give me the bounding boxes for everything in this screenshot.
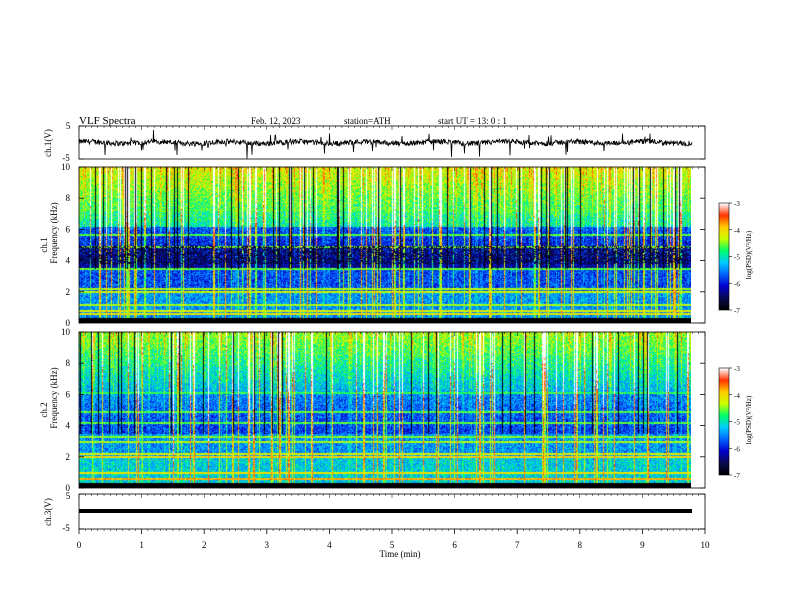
colorbar-tick-label: -5	[734, 254, 740, 262]
x-tick-label: 10	[701, 540, 711, 550]
ch1-colorbar-ticks: -3 -4 -5 -6 -7	[729, 200, 740, 315]
ch3-ytick-top: 5	[66, 491, 71, 501]
x-tick-label: 3	[265, 540, 270, 550]
freq-tick-label: 8	[66, 193, 71, 203]
colorbar-tick-label: -3	[734, 365, 740, 373]
x-tick-label: 0	[77, 540, 82, 550]
ch3-waveform-panel: 5 -5 ch.3(V)	[43, 491, 706, 533]
x-tick-label: 2	[202, 540, 207, 550]
freq-tick-label: 0	[66, 483, 71, 493]
ch2-colorbar-image	[719, 368, 729, 475]
ch1-ytick-top: 5	[66, 121, 71, 131]
ch1-colorbar-image	[719, 203, 729, 310]
ch3-waveform-ticks	[79, 493, 705, 530]
x-tick-label: 8	[578, 540, 583, 550]
x-tick-label: 1	[139, 540, 144, 550]
colorbar-tick-label: -5	[734, 419, 740, 427]
x-tick-label: 9	[640, 540, 645, 550]
freq-tick-label: 6	[66, 224, 71, 234]
x-tick-label: 5	[390, 540, 395, 550]
ch2-spectrogram-image	[79, 332, 691, 488]
figure-title: VLF Spectra	[79, 115, 136, 127]
ch1-spectrogram-ylabel-frequency: Frequency (kHz)	[49, 202, 59, 263]
ch2-colorbar-ticks: -3 -4 -5 -6 -7	[729, 365, 740, 480]
time-axis: 0 1 2 3 4 5 6 7 8 9 10	[77, 126, 710, 550]
x-tick-label: 4	[327, 540, 332, 550]
freq-tick-label: 10	[61, 327, 71, 337]
ch2-spectrogram-yticks: 0 2 4 6 8 10	[61, 327, 705, 493]
colorbar-tick-label: -4	[734, 227, 740, 235]
x-tick-label: 6	[452, 540, 457, 550]
date-label: Feb. 12, 2023	[251, 116, 301, 126]
ch2-spectrogram-ylabel-frequency: Frequency (kHz)	[49, 367, 59, 428]
ch1-waveform-ylabel: ch.1(V)	[43, 129, 53, 157]
x-tick-label: 7	[515, 540, 520, 550]
colorbar-tick-label: -3	[734, 200, 740, 208]
colorbar-tick-label: -6	[734, 280, 740, 288]
freq-tick-label: 2	[66, 452, 71, 462]
colorbar-tick-label: -4	[734, 392, 740, 400]
freq-tick-label: 4	[66, 256, 71, 266]
ch1-waveform-ticks	[79, 125, 705, 160]
ch1-spectrogram-image	[79, 167, 691, 323]
start-time-label: start UT = 13: 0 : 1	[438, 116, 507, 126]
ch3-waveform-ylabel: ch.3(V)	[43, 498, 53, 526]
time-axis-label: Time (min)	[380, 549, 421, 559]
freq-tick-label: 10	[61, 162, 71, 172]
ch2-spectrogram-ylabel-channel: ch.2	[39, 402, 49, 417]
ch3-waveform-trace	[79, 509, 692, 513]
colorbar-tick-label: -6	[734, 445, 740, 453]
freq-tick-label: 6	[66, 389, 71, 399]
ch1-waveform-trace	[78, 129, 693, 159]
freq-tick-label: 4	[66, 421, 71, 431]
ch3-ytick-bottom: -5	[62, 523, 70, 533]
freq-tick-label: 0	[66, 318, 71, 328]
station-label: station=ATH	[344, 116, 391, 126]
ch1-spectrogram-ylabel-channel: ch.1	[39, 237, 49, 252]
ch1-waveform-panel: 5 -5 ch.1(V)	[43, 121, 706, 163]
ch1-colorbar-label: log(PSD)(V²/Hz)	[745, 230, 753, 279]
colorbar-tick-label: -7	[734, 472, 740, 480]
ch1-ytick-bottom: -5	[62, 153, 70, 163]
freq-tick-label: 8	[66, 358, 71, 368]
ch2-colorbar-label: log(PSD)(V²/Hz)	[745, 395, 753, 444]
freq-tick-label: 2	[66, 287, 71, 297]
colorbar-tick-label: -7	[734, 307, 740, 315]
ch1-spectrogram-yticks: 0 2 4 6 8 10	[61, 162, 705, 328]
